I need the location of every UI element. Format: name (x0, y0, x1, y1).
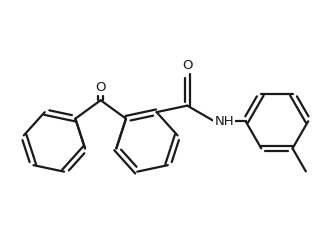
Text: O: O (182, 59, 193, 72)
Text: O: O (95, 80, 106, 93)
Text: NH: NH (214, 115, 234, 128)
